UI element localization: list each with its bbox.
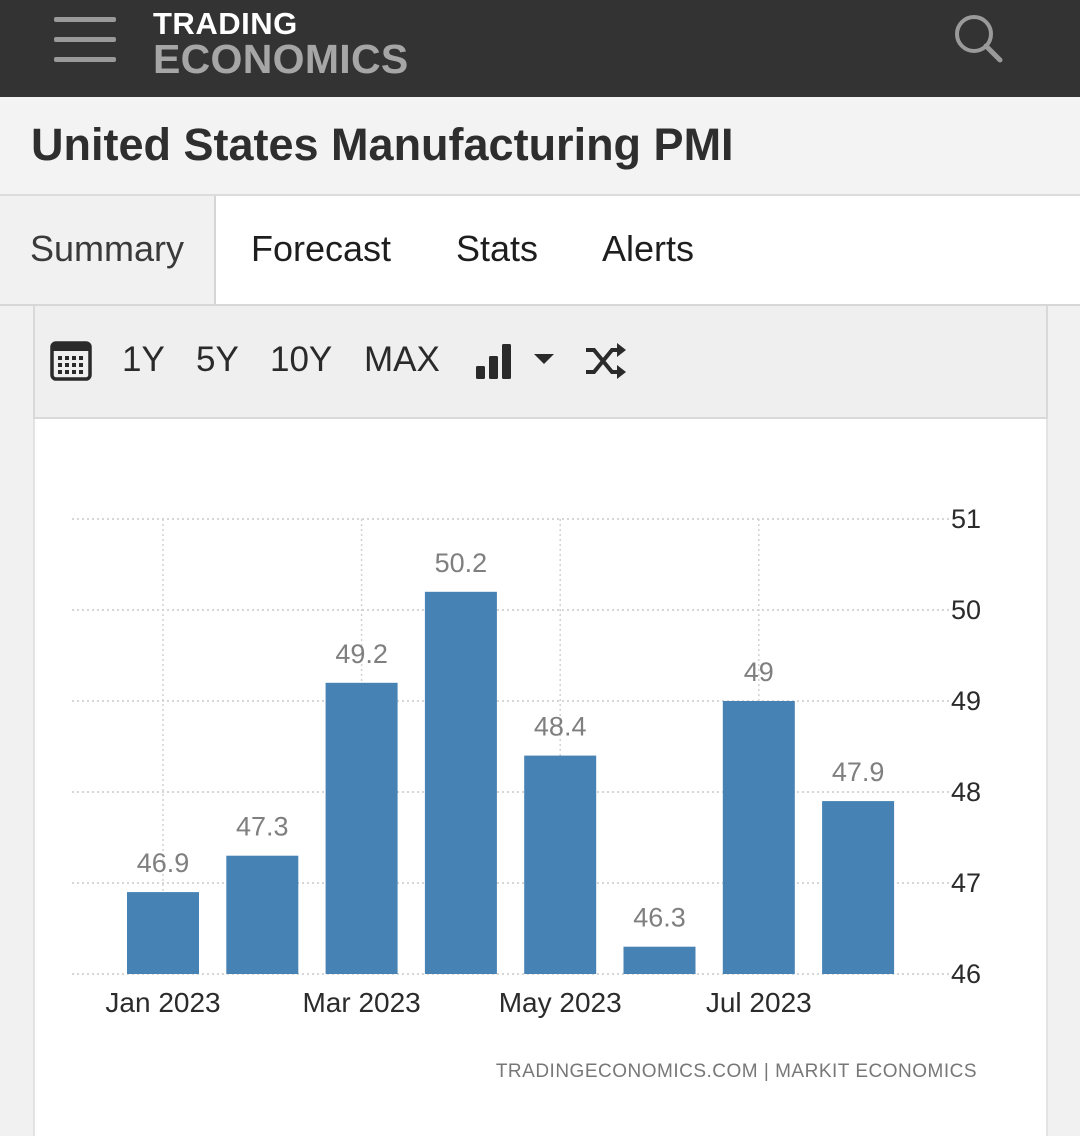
- page-title: United States Manufacturing PMI: [31, 119, 734, 170]
- shuffle-icon[interactable]: [584, 341, 628, 381]
- bar: [325, 682, 398, 974]
- tab-summary[interactable]: Summary: [0, 196, 216, 304]
- y-tick-label: 51: [951, 504, 981, 534]
- x-tick-label: May 2023: [499, 987, 622, 1018]
- y-tick-label: 47: [951, 868, 981, 898]
- data-label: 47.9: [832, 757, 885, 787]
- hamburger-menu-icon[interactable]: [54, 14, 116, 64]
- bar: [524, 755, 597, 974]
- y-tick-label: 50: [951, 595, 981, 625]
- bar-chart: 46.9 47.3 49.2 50.2 48.4 46.3 49 47.9 46 47 48 49 5…: [72, 504, 981, 1082]
- tab-forecast[interactable]: Forecast: [251, 228, 392, 269]
- bar: [424, 591, 497, 974]
- y-tick-label: 48: [951, 777, 981, 807]
- trading-economics-logo[interactable]: TRADING ECONOMICS: [153, 6, 409, 82]
- data-label: 49: [744, 657, 774, 687]
- tab-alerts[interactable]: Alerts: [602, 228, 695, 269]
- bar: [226, 855, 299, 974]
- tab-bar: Summary Forecast Stats Alerts: [0, 196, 1080, 306]
- data-label: 46.3: [633, 903, 686, 933]
- chart-panel: 46.9 47.3 49.2 50.2 48.4 46.3 49 47.9 46 47 48 49 5…: [33, 419, 1048, 1136]
- chart-source-credit: TRADINGECONOMICS.COM | MARKIT ECONOMICS: [496, 1061, 977, 1082]
- data-label: 49.2: [335, 639, 388, 669]
- bar: [623, 946, 696, 974]
- tab-stats[interactable]: Stats: [456, 228, 539, 269]
- chart-toolbar: 1Y 5Y 10Y MAX: [33, 306, 1048, 419]
- y-tick-label: 46: [951, 959, 981, 989]
- range-5y-button[interactable]: 5Y: [196, 340, 239, 379]
- logo-line-2: ECONOMICS: [153, 36, 409, 82]
- bar: [822, 801, 895, 974]
- range-10y-button[interactable]: 10Y: [270, 340, 333, 379]
- data-label: 50.2: [435, 548, 488, 578]
- bar-chart-icon[interactable]: [475, 342, 515, 380]
- search-icon[interactable]: [950, 10, 1006, 66]
- x-tick-label: Jan 2023: [105, 987, 220, 1018]
- range-max-button[interactable]: MAX: [364, 340, 440, 379]
- logo-line-1: TRADING: [153, 6, 298, 41]
- data-label: 47.3: [236, 812, 289, 842]
- y-tick-label: 49: [951, 686, 981, 716]
- data-label: 48.4: [534, 712, 587, 742]
- chevron-down-icon[interactable]: [532, 352, 556, 366]
- bar: [722, 701, 795, 974]
- data-label: 46.9: [137, 848, 190, 878]
- page-title-bar: United States Manufacturing PMI: [0, 97, 1080, 196]
- range-1y-button[interactable]: 1Y: [122, 340, 165, 379]
- x-tick-label: Jul 2023: [706, 987, 812, 1018]
- top-navigation-bar: TRADING ECONOMICS: [0, 0, 1080, 97]
- x-tick-label: Mar 2023: [302, 987, 420, 1018]
- calendar-icon[interactable]: [50, 340, 92, 382]
- bar: [127, 892, 199, 974]
